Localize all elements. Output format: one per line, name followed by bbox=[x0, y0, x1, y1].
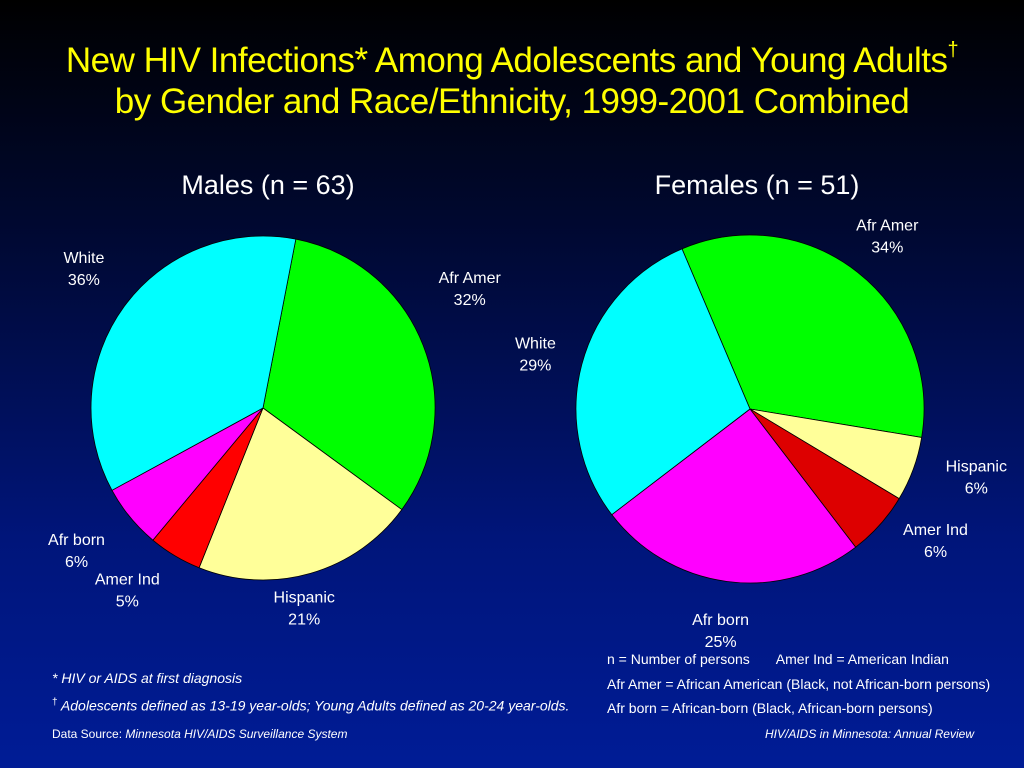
footnote-dagger-mark: † bbox=[52, 697, 58, 708]
legend-line-1: n = Number of persons Amer Ind = American… bbox=[607, 651, 949, 667]
footnote-dagger-text: Adolescents defined as 13-19 year-olds; … bbox=[57, 697, 570, 714]
legend-n: n = Number of persons bbox=[607, 651, 750, 667]
footnote-dagger: † Adolescents defined as 13-19 year-olds… bbox=[52, 697, 569, 714]
females-label-hispanic-name: Hispanic bbox=[946, 459, 1007, 476]
data-source: Data Source: Minnesota HIV/AIDS Surveill… bbox=[52, 727, 347, 741]
males-label-hispanic-value: 21% bbox=[288, 611, 320, 628]
females-chart-title: Females (n = 51) bbox=[654, 170, 860, 200]
males-slice-hispanic bbox=[198, 407, 403, 581]
title-dagger: † bbox=[947, 39, 959, 61]
males-label-white-name: White bbox=[63, 250, 104, 267]
females-label-afr-amer-name: Afr Amer bbox=[856, 218, 919, 235]
females-slice-white bbox=[575, 248, 751, 516]
females-label-white: White 29% bbox=[515, 335, 556, 374]
males-label-hispanic-name: Hispanic bbox=[274, 589, 335, 606]
males-label-afr-born-name: Afr born bbox=[48, 532, 105, 549]
legend-afr-born: Afr born = African-born (Black, African-… bbox=[607, 700, 933, 716]
slide-title: New HIV Infections* Among Adolescents an… bbox=[0, 40, 1024, 122]
legend-amer-ind: Amer Ind = American Indian bbox=[775, 651, 949, 667]
males-label-amer-ind: Amer Ind 5% bbox=[95, 572, 160, 611]
females-label-afr-amer-value: 34% bbox=[871, 240, 903, 257]
males-slice-white bbox=[90, 235, 297, 491]
females-label-afr-born-value: 25% bbox=[705, 634, 737, 651]
females-label-hispanic-value: 6% bbox=[965, 481, 988, 498]
males-label-afr-born: Afr born 6% bbox=[48, 532, 105, 571]
data-source-name: Minnesota HIV/AIDS Surveillance System bbox=[125, 727, 348, 741]
males-label-afr-amer-value: 32% bbox=[454, 292, 486, 309]
females-label-amer-ind-name: Amer Ind bbox=[903, 522, 968, 539]
females-label-afr-born-name: Afr born bbox=[692, 612, 749, 629]
females-label-amer-ind: Amer Ind 6% bbox=[903, 522, 968, 561]
females-label-white-value: 29% bbox=[519, 357, 551, 374]
females-label-afr-amer: Afr Amer 34% bbox=[856, 218, 919, 257]
males-label-afr-amer: Afr Amer 32% bbox=[439, 270, 502, 309]
females-label-hispanic: Hispanic 6% bbox=[946, 459, 1007, 498]
footnote-asterisk: * HIV or AIDS at first diagnosis bbox=[52, 670, 243, 686]
males-chart-title: Males (n = 63) bbox=[181, 170, 355, 200]
females-label-afr-born: Afr born 25% bbox=[692, 612, 749, 651]
females-label-amer-ind-value: 6% bbox=[924, 544, 947, 561]
males-slice-afr-amer bbox=[262, 238, 436, 511]
females-slice-afr-born bbox=[611, 408, 857, 584]
females-slice-afr-amer bbox=[681, 234, 925, 438]
males-label-afr-born-value: 6% bbox=[65, 554, 88, 571]
males-label-white: White 36% bbox=[63, 250, 104, 289]
report-name: HIV/AIDS in Minnesota: Annual Review bbox=[765, 727, 974, 741]
title-line-1: New HIV Infections* Among Adolescents an… bbox=[65, 41, 948, 80]
legend-afr-amer: Afr Amer = African American (Black, not … bbox=[607, 676, 991, 692]
males-label-white-value: 36% bbox=[68, 272, 100, 289]
males-label-amer-ind-name: Amer Ind bbox=[95, 572, 160, 589]
males-label-hispanic: Hispanic 21% bbox=[274, 589, 335, 628]
males-label-afr-amer-name: Afr Amer bbox=[439, 270, 502, 287]
title-line-2: by Gender and Race/Ethnicity, 1999-2001 … bbox=[114, 82, 910, 121]
females-label-white-name: White bbox=[515, 335, 556, 352]
data-source-prefix: Data Source: bbox=[52, 727, 126, 741]
males-label-amer-ind-value: 5% bbox=[116, 594, 139, 611]
